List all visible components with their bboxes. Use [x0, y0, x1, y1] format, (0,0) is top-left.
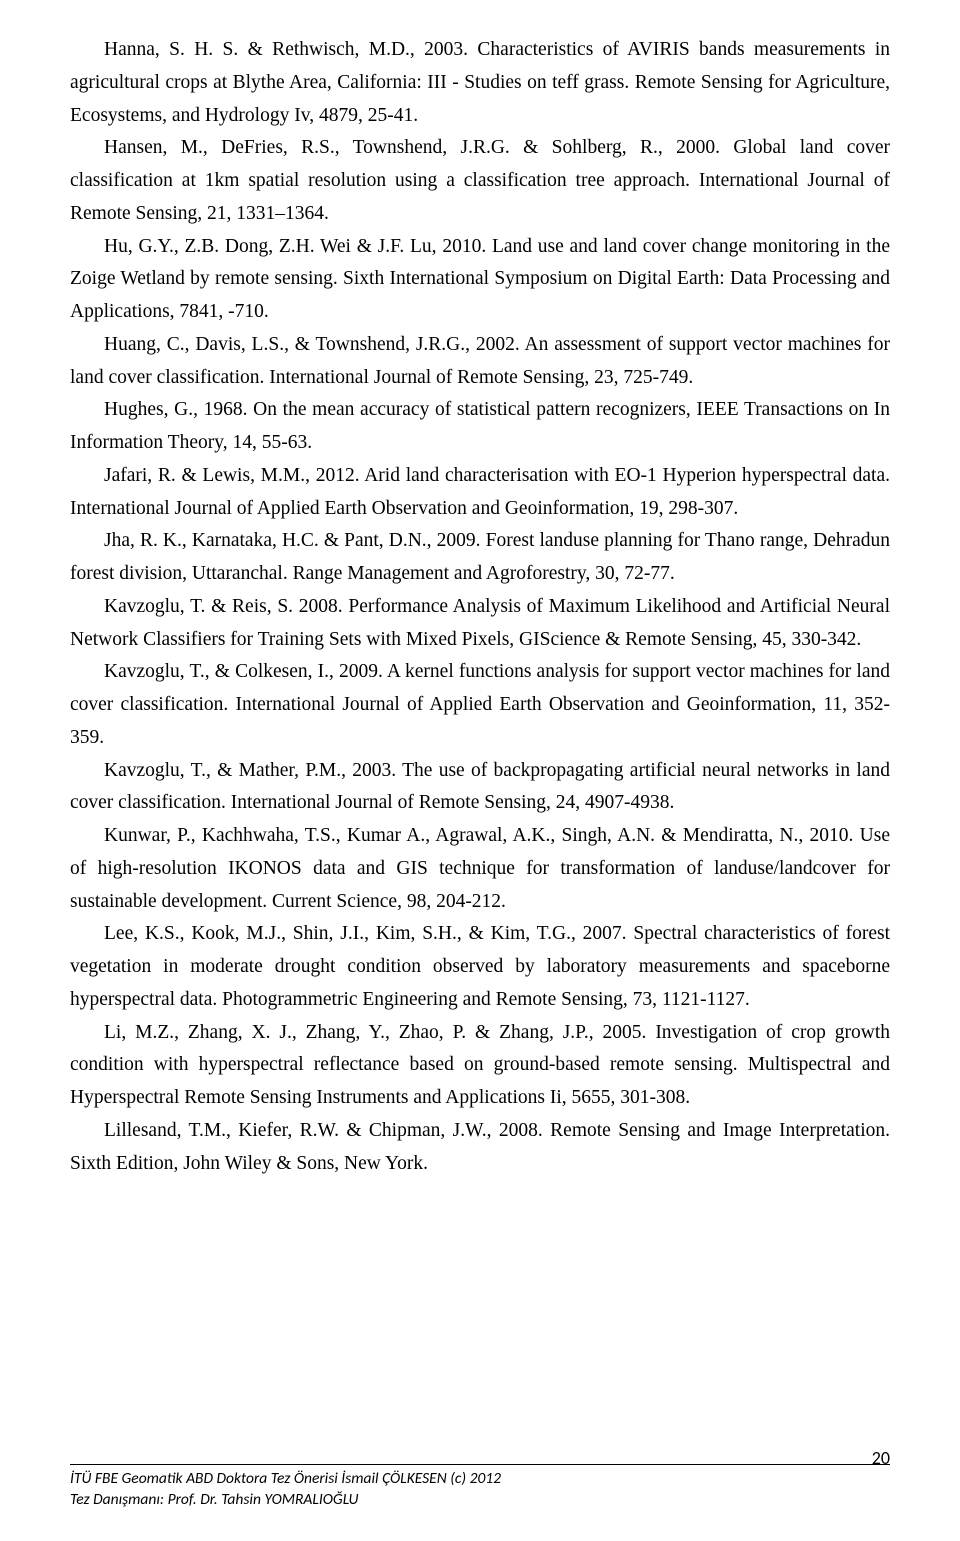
reference-item: Jha, R. K., Karnataka, H.C. & Pant, D.N.…	[70, 525, 890, 591]
reference-item: Kavzoglu, T., & Mather, P.M., 2003. The …	[70, 755, 890, 821]
reference-item: Kunwar, P., Kachhwaha, T.S., Kumar A., A…	[70, 820, 890, 918]
reference-item: Kavzoglu, T. & Reis, S. 2008. Performanc…	[70, 591, 890, 657]
footer-line-2: Tez Danışmanı: Prof. Dr. Tahsin YOMRALIO…	[70, 1490, 501, 1511]
footer-line-1: İTÜ FBE Geomatik ABD Doktora Tez Önerisi…	[70, 1469, 501, 1490]
reference-item: Jafari, R. & Lewis, M.M., 2012. Arid lan…	[70, 460, 890, 526]
page-number: 20	[872, 1447, 890, 1469]
reference-item: Li, M.Z., Zhang, X. J., Zhang, Y., Zhao,…	[70, 1017, 890, 1115]
footer-credits: İTÜ FBE Geomatik ABD Doktora Tez Önerisi…	[70, 1469, 501, 1511]
reference-item: Kavzoglu, T., & Colkesen, I., 2009. A ke…	[70, 656, 890, 754]
page: Hanna, S. H. S. & Rethwisch, M.D., 2003.…	[0, 0, 960, 1541]
references-section: Hanna, S. H. S. & Rethwisch, M.D., 2003.…	[70, 34, 890, 1436]
page-footer: İTÜ FBE Geomatik ABD Doktora Tez Önerisi…	[70, 1464, 890, 1511]
reference-item: Hughes, G., 1968. On the mean accuracy o…	[70, 394, 890, 460]
reference-item: Hansen, M., DeFries, R.S., Townshend, J.…	[70, 132, 890, 230]
reference-item: Lee, K.S., Kook, M.J., Shin, J.I., Kim, …	[70, 918, 890, 1016]
reference-item: Hanna, S. H. S. & Rethwisch, M.D., 2003.…	[70, 34, 890, 132]
reference-item: Hu, G.Y., Z.B. Dong, Z.H. Wei & J.F. Lu,…	[70, 231, 890, 329]
reference-item: Huang, C., Davis, L.S., & Townshend, J.R…	[70, 329, 890, 395]
reference-item: Lillesand, T.M., Kiefer, R.W. & Chipman,…	[70, 1115, 890, 1181]
